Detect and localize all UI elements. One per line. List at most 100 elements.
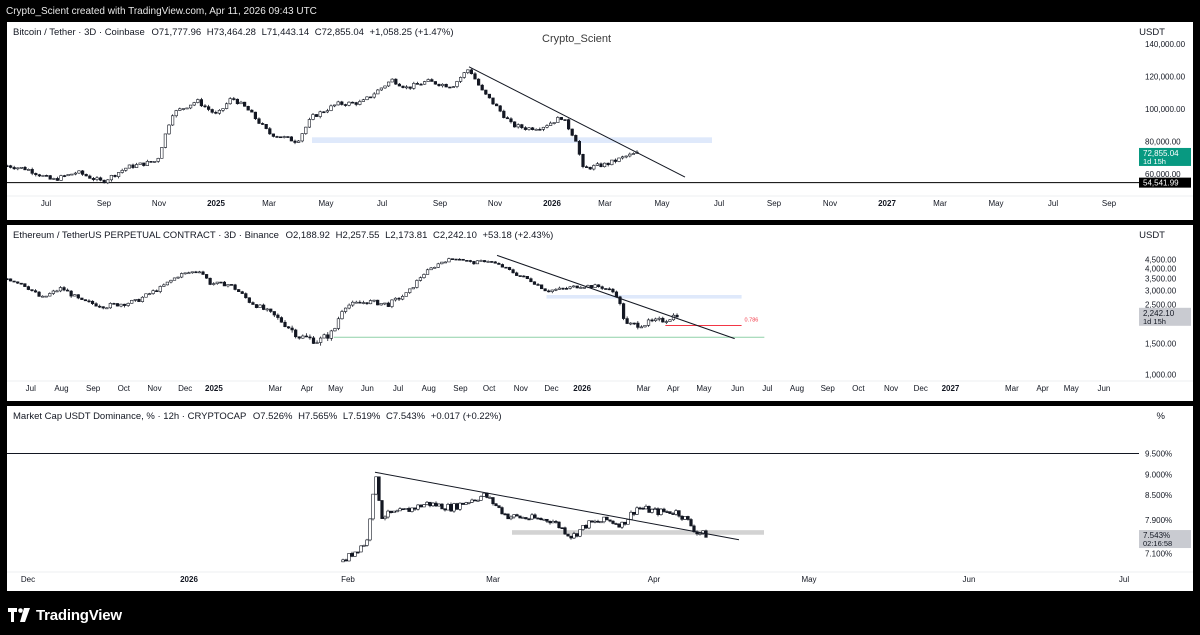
candle-body: [37, 174, 42, 177]
candle-body: [358, 301, 362, 304]
x-tick-label: Mar: [486, 575, 500, 584]
candle-body: [365, 302, 369, 305]
candle-body: [7, 165, 9, 167]
candle-body: [315, 342, 319, 344]
usdtd-chart-panel[interactable]: Market Cap USDT Dominance, % · 12h · CRY…: [7, 406, 1193, 591]
candle-body: [76, 294, 80, 299]
btc-close: 72,855.04: [321, 27, 364, 38]
candle-body: [560, 527, 564, 529]
candle-body: [379, 87, 384, 91]
candle-body: [538, 128, 542, 131]
candle-body: [112, 303, 116, 305]
candle-body: [426, 79, 430, 82]
candle-body: [115, 303, 120, 307]
candle-body: [608, 519, 612, 522]
candle-body: [662, 508, 666, 512]
candle-body: [183, 272, 187, 275]
candle-body: [329, 330, 333, 339]
btc-change: +1,058.25 (+1.47%): [369, 27, 454, 38]
candle-body: [262, 304, 266, 310]
candle-body: [34, 173, 38, 175]
x-tick-label: Nov: [514, 384, 528, 393]
candle-body: [59, 175, 63, 181]
candle-body: [66, 174, 70, 177]
x-tick-label: Aug: [54, 384, 68, 393]
candle-body: [275, 136, 279, 138]
candle-body: [458, 502, 462, 510]
candle-body: [119, 303, 123, 307]
candle-body: [123, 303, 127, 306]
candle-body: [390, 299, 394, 307]
candle-body: [621, 303, 626, 319]
candle-body: [395, 510, 399, 513]
candle-body: [412, 83, 416, 89]
candle-body: [486, 261, 490, 263]
candle-body: [554, 521, 558, 523]
btc-plot[interactable]: 140,000.00 120,000.00 100,000.00 80,000.00 6…: [7, 22, 1193, 220]
candle-body: [336, 101, 340, 106]
candle-body: [8, 278, 13, 282]
candle-body: [473, 499, 477, 502]
candle-body: [394, 78, 398, 85]
candle-body: [680, 515, 684, 520]
candle-body: [418, 277, 423, 281]
zone-rect: [546, 294, 742, 299]
x-tick-label: May: [318, 199, 333, 208]
eth-symbol: Ethereum / TetherUS PERPETUAL CONTRACT ·…: [13, 230, 279, 241]
btc-unit: USDT: [1139, 27, 1165, 38]
candle-body: [482, 260, 487, 263]
candle-body: [307, 119, 312, 128]
usdtd-open-label: O: [252, 411, 261, 422]
candle-body: [361, 99, 366, 102]
eth-chart-panel[interactable]: Ethereum / TetherUS PERPETUAL CONTRACT ·…: [7, 225, 1193, 401]
candle-body: [127, 164, 131, 169]
candle-body: [240, 291, 244, 294]
candle-body: [461, 502, 465, 505]
caption-text: Crypto_Scient created with TradingView.c…: [6, 6, 317, 17]
candle-body: [296, 140, 301, 143]
x-tick-label: Mar: [268, 384, 282, 393]
candle-body: [94, 303, 98, 307]
y-tick-label: 8.500%: [1145, 491, 1172, 500]
candle-body: [354, 301, 358, 304]
candle-body: [365, 96, 369, 101]
candle-body: [133, 299, 137, 301]
candle-body: [575, 533, 579, 537]
candle-body: [120, 170, 124, 173]
candle-body: [261, 123, 265, 125]
candle-body: [210, 109, 214, 113]
usdtd-plot[interactable]: 9.500% 9.000% 8.500% 7.900% 7.100% Dec 2026 Feb…: [7, 406, 1193, 591]
candle-body: [607, 288, 611, 291]
candle-body: [294, 329, 298, 338]
candle-body: [584, 166, 589, 168]
candle-body: [614, 523, 618, 525]
eth-plot[interactable]: 0.786 4,500.004,000.003,500.00 3,000.00 2,5…: [7, 225, 1193, 401]
candle-body: [87, 300, 91, 303]
candle-body: [176, 276, 180, 279]
x-tick-label: 2027: [942, 384, 960, 393]
y-tick-label: 3,000.00: [1145, 287, 1177, 296]
fib-label: 0.786: [745, 318, 759, 324]
candle-body: [290, 327, 294, 331]
candle-body: [675, 314, 679, 318]
candle-body: [235, 98, 240, 105]
candle-body: [203, 105, 207, 108]
candle-body: [217, 110, 222, 114]
candle-body: [41, 295, 45, 298]
candle-body: [511, 269, 515, 274]
candle-body: [446, 504, 450, 511]
candle-body: [493, 261, 497, 264]
candle-body: [293, 140, 297, 143]
candle-body: [547, 290, 551, 293]
candle-body: [156, 158, 160, 162]
candle-body: [516, 124, 520, 128]
candle-body: [16, 167, 20, 170]
tradingview-logo-icon: [8, 608, 30, 622]
candle-body: [575, 285, 579, 289]
candle-body: [169, 279, 173, 283]
candle-body: [440, 83, 445, 87]
btc-chart-panel[interactable]: Bitcoin / Tether · 3D · Coinbase O71,777…: [7, 22, 1193, 220]
usdtd-legend: Market Cap USDT Dominance, % · 12h · CRY…: [13, 411, 502, 422]
candle-body: [289, 136, 294, 142]
candle-body: [620, 521, 624, 528]
